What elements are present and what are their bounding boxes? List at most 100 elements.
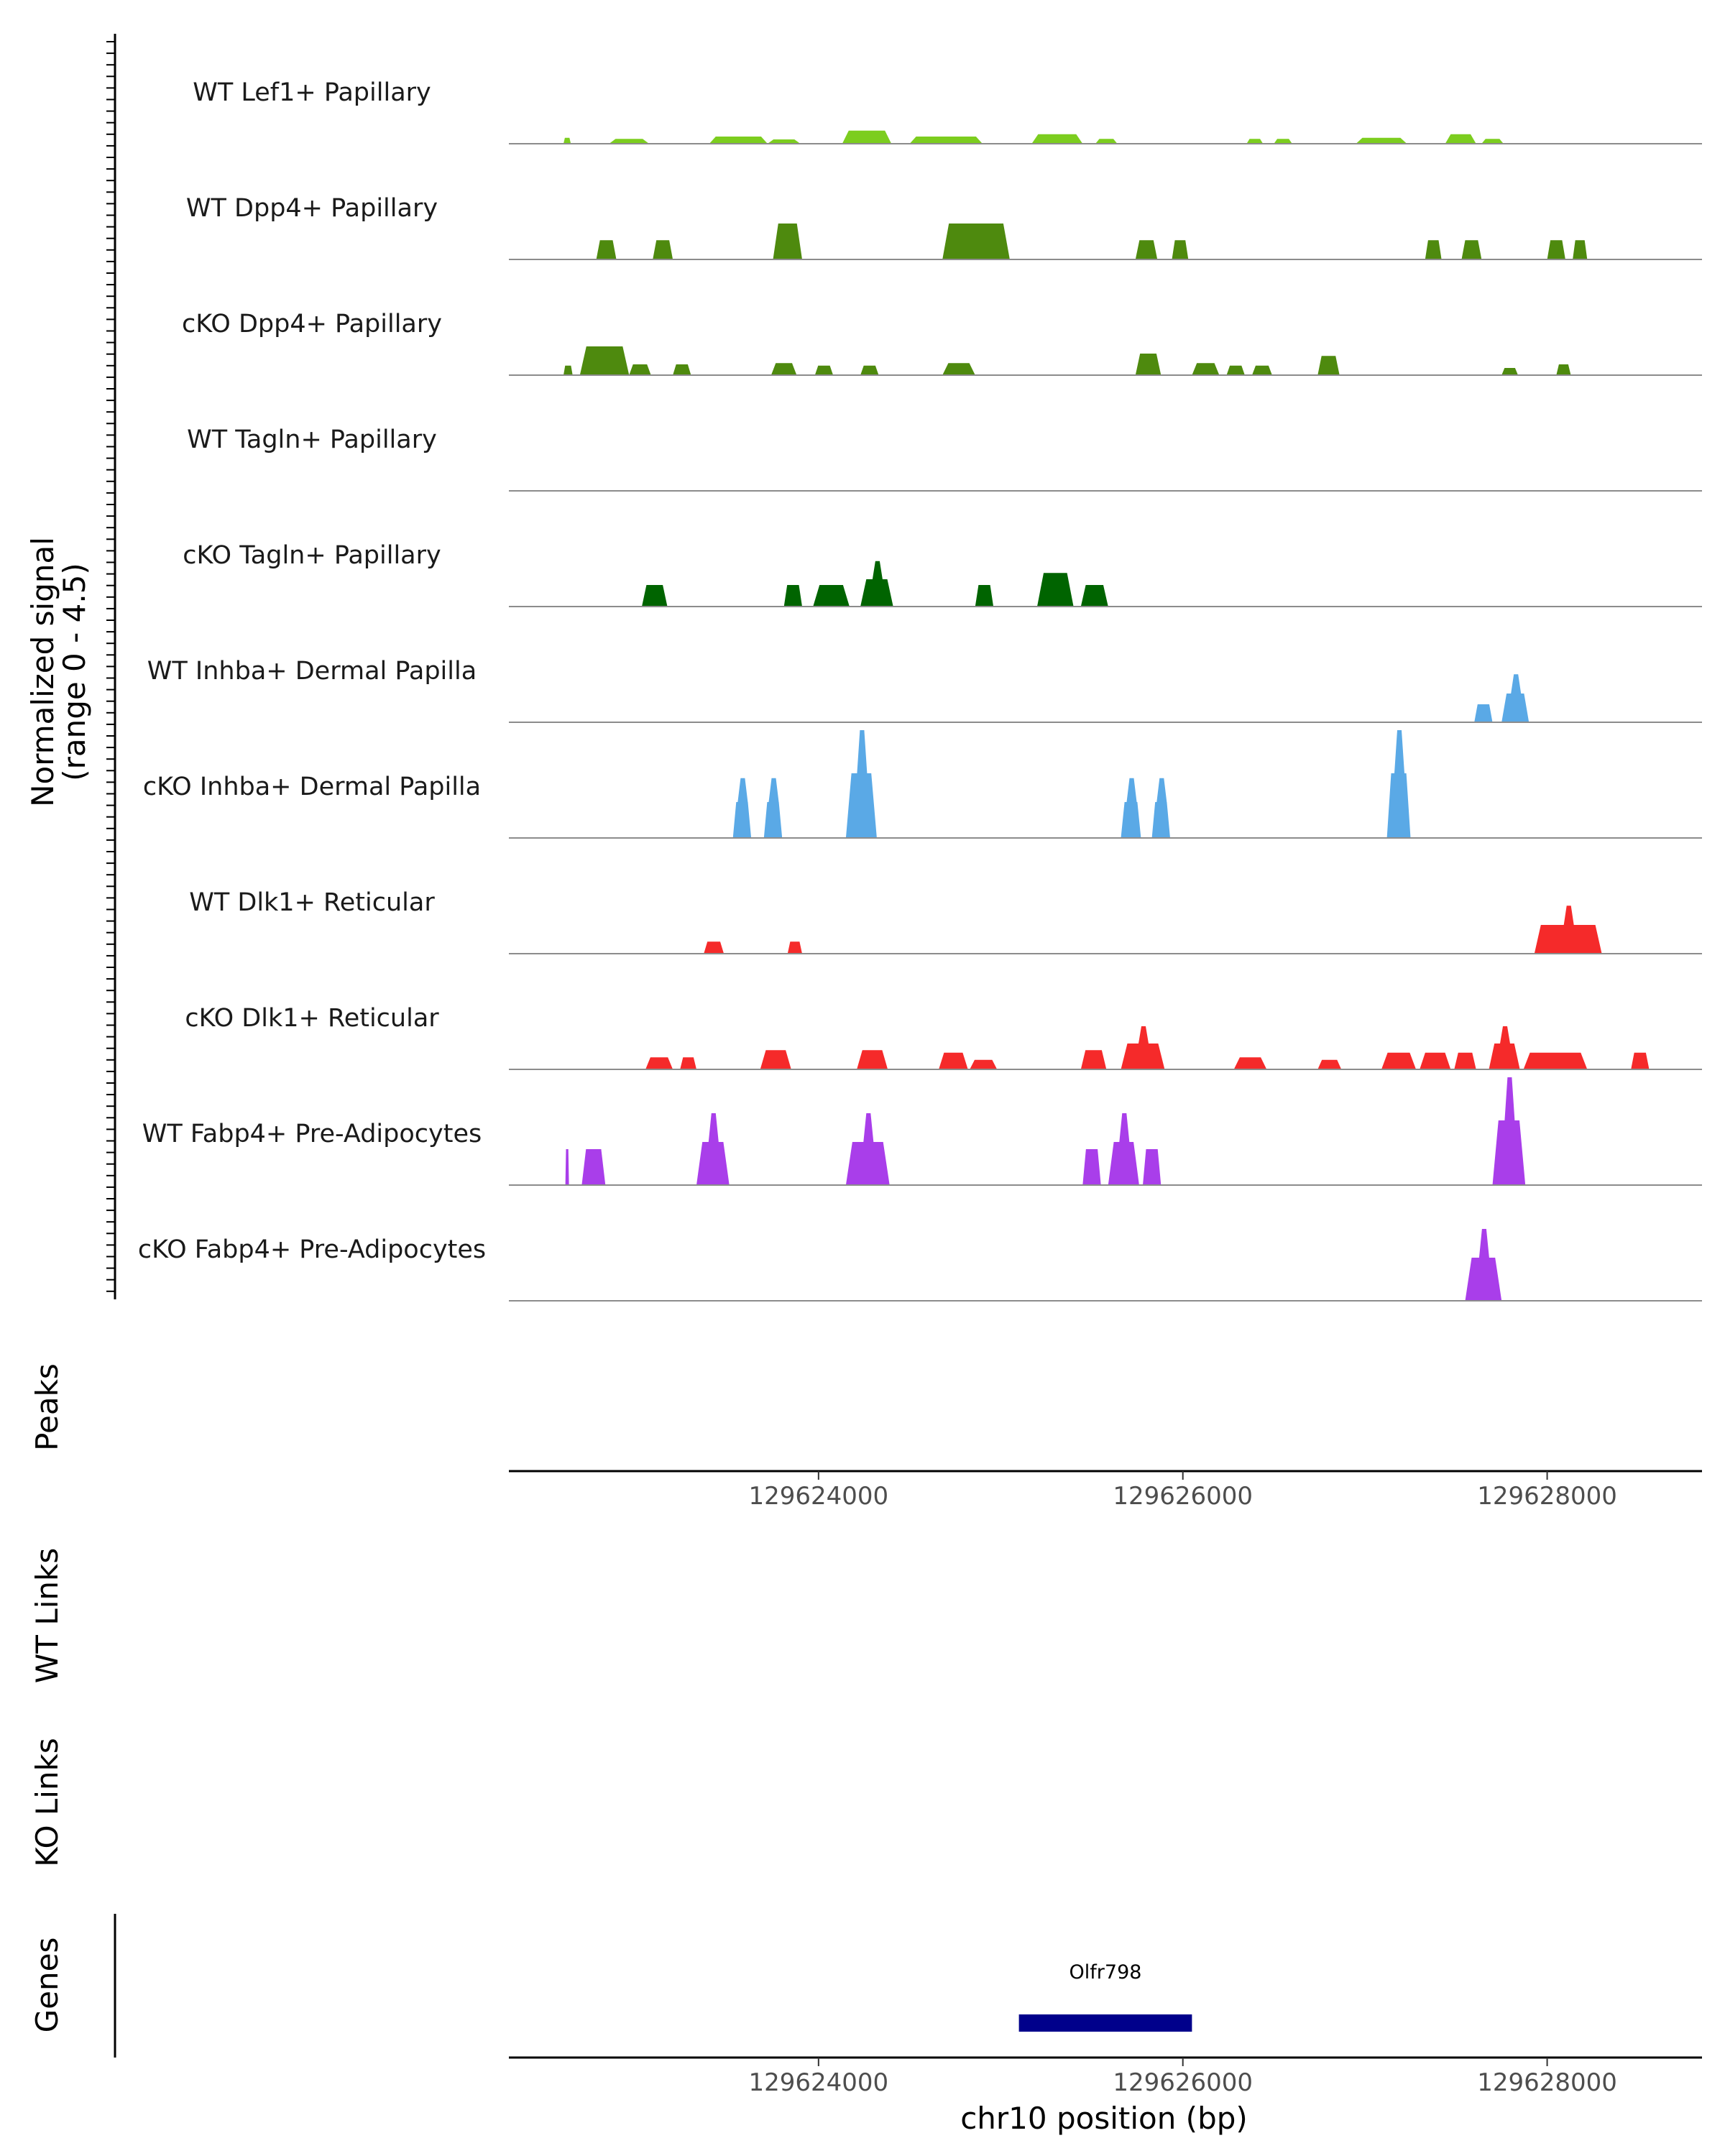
signal-peak [629,364,651,375]
signal-peak [1573,240,1588,259]
signal-peak [860,365,879,375]
x-tick-label: 129626000 [1113,2068,1253,2097]
signal-peak [763,778,783,838]
signal-peak [680,1057,696,1069]
signal-peak [857,1050,888,1069]
genes-x-axis: 129624000 129626000 129628000 [509,2056,1702,2097]
x-tick-label: 129626000 [1113,1482,1253,1511]
signal-peak [709,137,768,144]
signal-peak [1465,1229,1502,1301]
signal-peak [1474,704,1493,722]
signal-peak [813,585,850,607]
signal-axis [106,34,116,1299]
signal-peak [1492,1077,1526,1185]
track-label: WT Dpp4+ Papillary [186,194,438,223]
track: cKO Fabp4+ Pre-Adipocytes [138,1229,1702,1302]
track-label: cKO Tagln+ Papillary [183,541,441,570]
track-label: WT Fabp4+ Pre-Adipocytes [142,1120,482,1148]
signal-peak [1386,730,1411,838]
track: WT Fabp4+ Pre-Adipocytes [142,1077,1702,1186]
track-label: cKO Dlk1+ Reticular [185,1004,439,1033]
signal-peak [783,585,802,607]
signal-peak [1534,906,1602,954]
signal-peak [596,240,617,259]
signal-peak [1121,778,1141,838]
signal-peak [767,139,801,144]
signal-peak [1121,1026,1165,1069]
track-label: WT Inhba+ Dermal Papilla [147,657,477,686]
x-tick-label: 129624000 [748,2068,888,2097]
signal-peak [814,365,834,375]
signal-peak [1274,139,1292,144]
signal-peak [909,137,983,144]
signal-peak [939,1052,968,1069]
gene-annotations: Olfr798 [1018,1961,1192,2032]
signal-peak [787,941,802,954]
signal-peak [1192,363,1220,375]
signal-peak [1135,354,1162,375]
x-tick-label: 129628000 [1477,2068,1617,2097]
signal-peak [1461,240,1482,259]
signal-peak [942,224,1010,259]
signal-axis-range-label: (range 0 - 4.5) [57,563,92,781]
track: cKO Dpp4+ Papillary [182,310,1702,376]
gene-body [1018,2014,1192,2032]
signal-peak [1547,240,1565,259]
signal-peak [645,1057,673,1069]
track: cKO Dlk1+ Reticular [185,1004,1702,1070]
signal-peak [1381,1052,1417,1069]
signal-peak [1143,1149,1162,1185]
signal-peak [1135,240,1158,259]
track: WT Tagln+ Papillary [187,425,1702,492]
signal-peak [579,346,630,375]
x-tick-label: 129624000 [748,1482,888,1511]
track-label: cKO Fabp4+ Pre-Adipocytes [138,1235,486,1264]
signal-peak [760,1050,791,1069]
signal-peak [1246,139,1264,144]
track-label: WT Dlk1+ Reticular [189,888,435,917]
ko-links-panel-label: KO Links [29,1738,65,1867]
signal-peak [1080,585,1108,607]
signal-peak [1080,1050,1107,1069]
signal-peak [642,585,668,607]
peaks-panel-label: Peaks [29,1363,65,1451]
signal-peak [845,1113,890,1185]
signal-peak [1108,1113,1139,1185]
signal-peak [942,363,975,375]
signal-peak [970,1059,998,1069]
signal-peak [1037,573,1074,607]
signal-peak [1454,1052,1476,1069]
signal-peak [1425,240,1442,259]
track: cKO Inhba+ Dermal Papilla [143,730,1702,839]
signal-peak [609,139,650,144]
signal-peak [732,778,752,838]
signal-peak [564,137,571,144]
signal-peak [1317,1059,1342,1069]
wt-links-panel-label: WT Links [29,1548,65,1683]
signal-peak [581,1149,606,1185]
signal-peak [696,1113,730,1185]
signal-peak [704,941,724,954]
signal-peak [1631,1052,1650,1069]
signal-peak [1489,1026,1520,1069]
signal-axis-ticks [106,41,115,1292]
signal-peak [673,364,691,375]
signal-peak [1481,139,1504,144]
signal-axis-label: Normalized signal [25,537,60,807]
track: cKO Tagln+ Papillary [183,541,1702,607]
coverage-tracks: WT Lef1+ Papillary WT Dpp4+ Papillary cKO … [138,78,1702,1302]
signal-peak [1151,778,1170,838]
signal-peak [860,561,893,607]
signal-peak [1226,365,1245,375]
x-axis-label: chr10 position (bp) [960,2101,1248,2136]
signal-peak [1501,674,1530,722]
signal-peak [1523,1052,1588,1069]
signal-peak [653,240,673,259]
track: WT Dlk1+ Reticular [189,888,1702,954]
signal-peak [1420,1052,1451,1069]
x-tick-label: 129628000 [1477,1482,1617,1511]
signal-peak [770,363,797,375]
signal-peak [1233,1057,1267,1069]
signal-peak [842,130,892,144]
